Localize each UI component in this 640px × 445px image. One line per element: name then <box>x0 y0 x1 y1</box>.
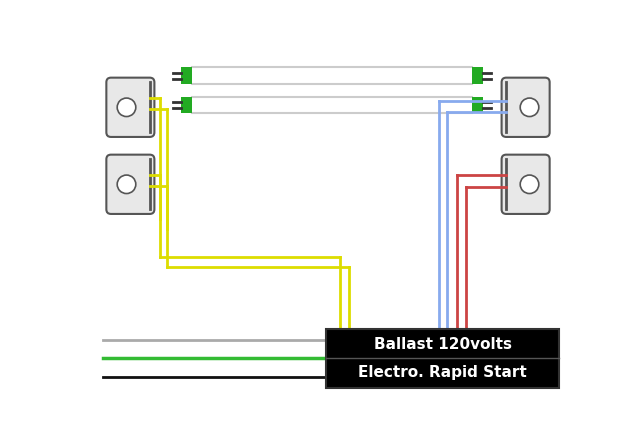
Bar <box>180 97 191 113</box>
Circle shape <box>117 98 136 117</box>
FancyBboxPatch shape <box>106 155 154 214</box>
Text: Electro. Rapid Start: Electro. Rapid Start <box>358 365 527 380</box>
Bar <box>472 97 483 113</box>
Bar <box>180 67 191 84</box>
Circle shape <box>520 175 539 194</box>
Bar <box>472 67 483 84</box>
FancyBboxPatch shape <box>106 78 154 137</box>
FancyBboxPatch shape <box>502 78 550 137</box>
FancyBboxPatch shape <box>502 155 550 214</box>
Bar <box>326 329 559 388</box>
Circle shape <box>520 98 539 117</box>
Text: Ballast 120volts: Ballast 120volts <box>374 337 512 352</box>
Circle shape <box>117 175 136 194</box>
